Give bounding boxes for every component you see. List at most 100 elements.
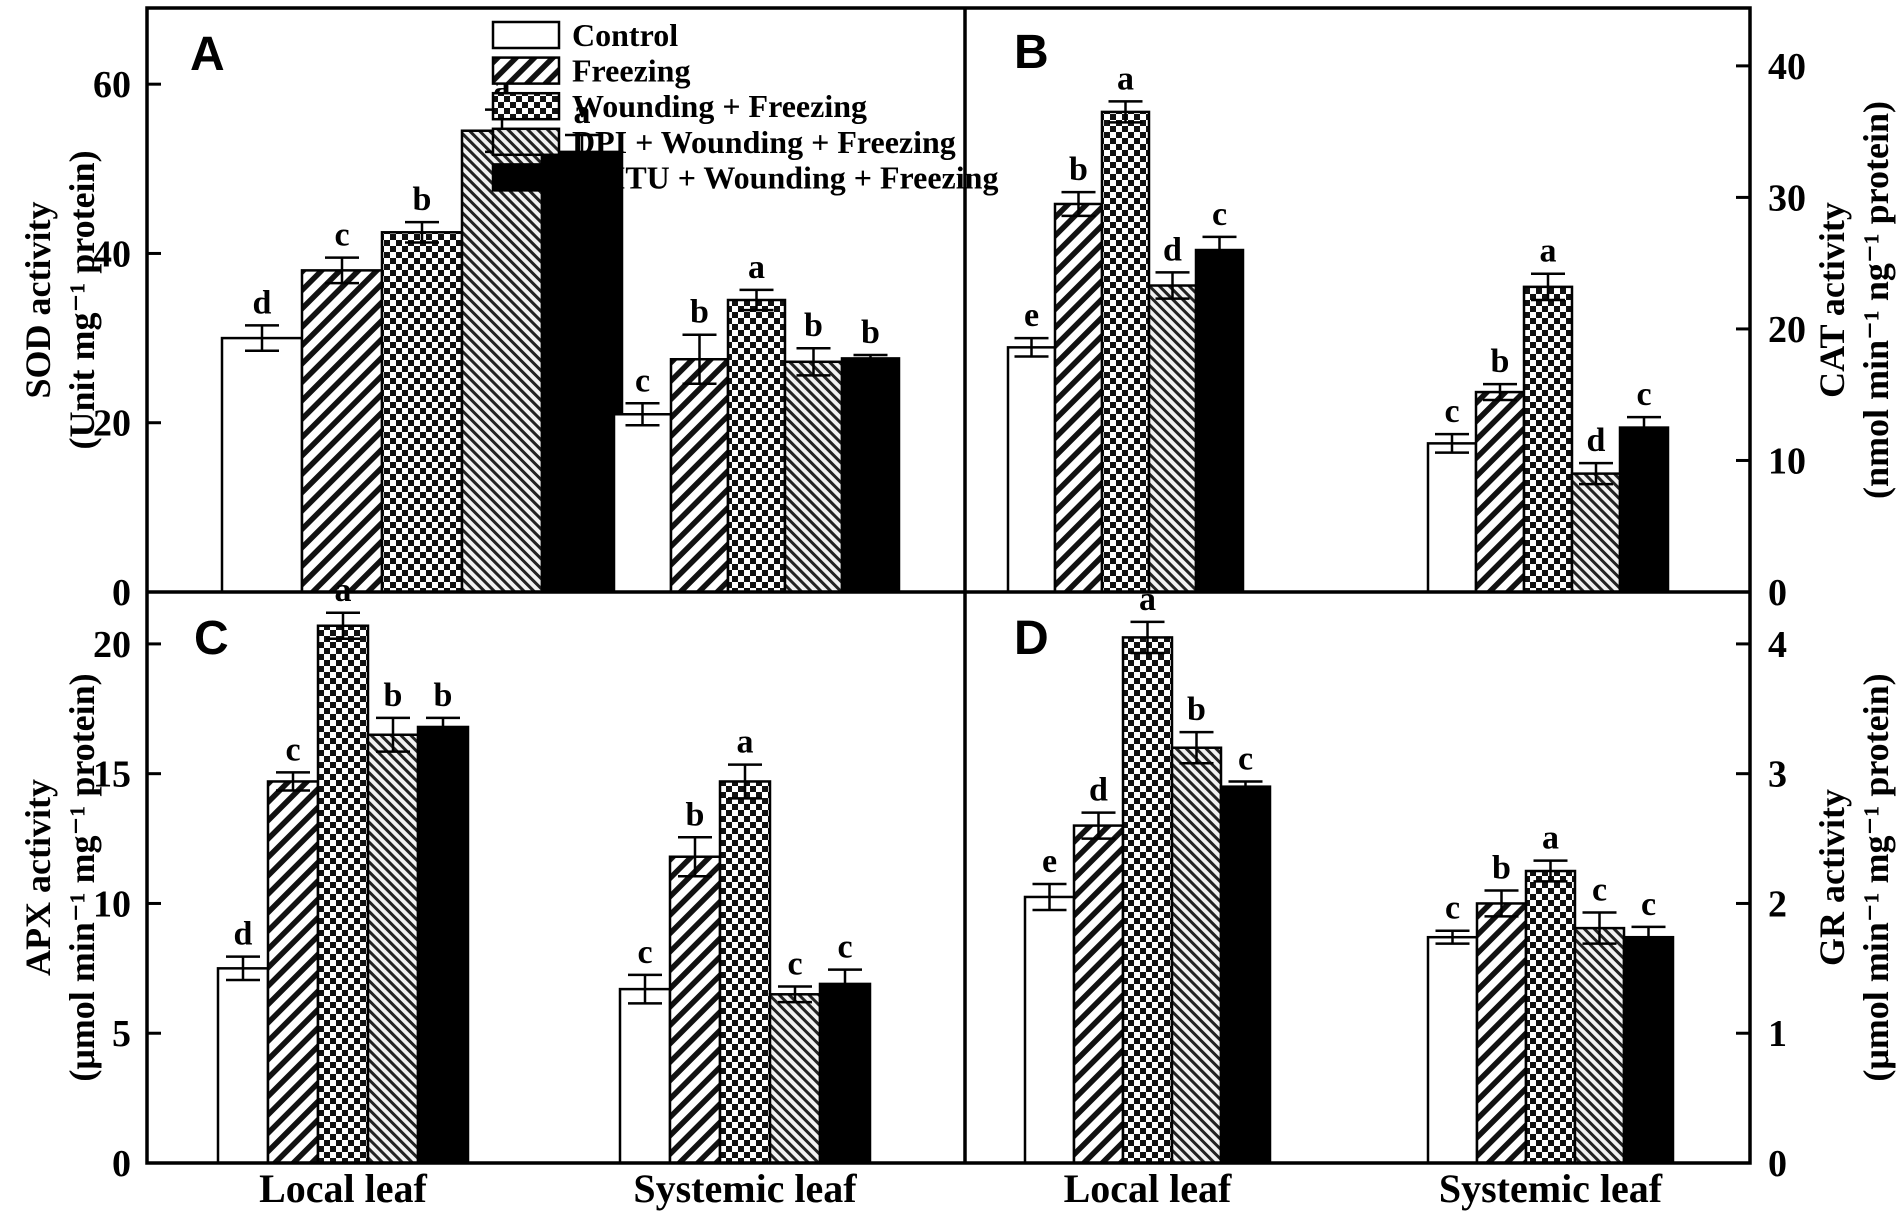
error-bar (1081, 811, 1116, 840)
error-bar (1582, 911, 1617, 945)
error-bar (426, 716, 460, 738)
bar-dmtu-local (1194, 248, 1245, 594)
significance-letter: d (1163, 231, 1182, 268)
significance-letter: c (1641, 886, 1656, 923)
significance-letter: c (1212, 196, 1227, 233)
error-bar (376, 716, 410, 753)
bar-dmtu-systemic (1618, 426, 1670, 594)
panel-letter: A (190, 28, 225, 81)
error-bar (326, 611, 360, 640)
error-bar (1631, 925, 1666, 949)
bar-dpi-local (1170, 746, 1223, 1165)
error-bar (1179, 730, 1214, 765)
plot-frame (145, 6, 1752, 1165)
significance-letter: a (1540, 233, 1557, 270)
error-bar (1435, 432, 1469, 454)
significance-letter: c (787, 946, 802, 983)
significance-letter: e (1024, 297, 1039, 334)
y-tick-label: 0 (1768, 1143, 1787, 1185)
significance-letter: b (384, 677, 403, 714)
error-bar (682, 333, 717, 386)
error-bar (1032, 882, 1067, 912)
bar-wounding-local (1121, 636, 1174, 1165)
significance-letter: d (1089, 772, 1108, 809)
error-bar (678, 836, 712, 878)
bar-dmtu-local (1219, 785, 1272, 1165)
significance-letter: b (804, 307, 823, 344)
axis-title-line: GR activity (1812, 789, 1852, 966)
y-tick-label: 20 (93, 624, 131, 666)
error-bar (405, 220, 439, 244)
error-bar (778, 985, 812, 1004)
significance-letter: c (635, 362, 650, 399)
bar-freezing-systemic (1474, 390, 1526, 594)
legend-swatch-control (491, 20, 561, 50)
bars-layer (216, 100, 1675, 1165)
y-tick-label: 5 (112, 1013, 131, 1055)
y-tick-label: 10 (93, 883, 131, 925)
bar-dmtu-local (416, 725, 470, 1165)
y-tick-label: 40 (1768, 46, 1806, 88)
bar-dmtu-systemic (1622, 935, 1675, 1165)
significance-letter: c (285, 731, 300, 768)
axes-layer (147, 64, 1750, 1165)
category-label: Local leaf (1064, 1166, 1232, 1211)
error-bar (1579, 461, 1613, 486)
bar-dmtu-local (540, 150, 624, 594)
bar-dmtu-systemic (818, 982, 872, 1165)
error-bar (1483, 382, 1517, 402)
significance-letter: c (1444, 393, 1459, 430)
significance-letter: c (334, 217, 349, 254)
bar-control-local (1023, 895, 1076, 1165)
bar-wounding-local (380, 231, 464, 594)
y-tick-label: 15 (93, 754, 131, 796)
bar-wounding-systemic (726, 298, 787, 594)
significance-letter: b (690, 294, 709, 331)
error-bar (276, 771, 310, 792)
significance-letter: b (1491, 343, 1510, 380)
bar-control-local (1006, 346, 1057, 594)
error-bar (796, 346, 831, 377)
category-label: Systemic leaf (1439, 1166, 1663, 1211)
significance-letter: c (1592, 872, 1607, 909)
significance-letter: b (686, 796, 705, 833)
bar-freezing-systemic (1475, 902, 1528, 1165)
axis-title-line: (μmol min⁻¹ mg⁻¹ protein) (1856, 673, 1896, 1081)
bar-freezing-local (1053, 202, 1104, 594)
error-bar (728, 763, 762, 800)
y-tick-label: 60 (93, 64, 131, 106)
legend-label: Freezing (572, 53, 690, 89)
error-bar (1484, 889, 1519, 918)
bar-dpi-local (460, 129, 544, 594)
bar-wounding-local (316, 624, 370, 1165)
frame-layer (145, 6, 1752, 1165)
category-label: Systemic leaf (633, 1166, 857, 1211)
panel-letter: C (194, 612, 229, 665)
bar-freezing-local (300, 269, 384, 594)
bar-control-local (216, 967, 270, 1165)
error-bar (1014, 336, 1049, 358)
error-bar (245, 324, 279, 353)
significance-letter: e (1042, 843, 1057, 880)
significance-letter: d (234, 916, 253, 953)
bar-wounding-local (1100, 110, 1151, 594)
bar-dpi-systemic (1570, 472, 1622, 594)
bar-control-systemic (612, 413, 673, 594)
significance-letter: b (413, 181, 432, 218)
significance-letter: a (1542, 820, 1559, 857)
bar-freezing-local (266, 780, 320, 1165)
significance-letter: c (1636, 376, 1651, 413)
y-tick-label: 0 (1768, 572, 1787, 614)
bar-dpi-local (1147, 284, 1198, 594)
y-tick-label: 2 (1768, 883, 1787, 925)
error-bar (1435, 929, 1470, 945)
error-bar (1108, 100, 1143, 124)
bar-dpi-systemic (768, 993, 822, 1165)
significance-letter: a (335, 572, 352, 609)
legend-swatch-dpi (491, 127, 561, 157)
error-bar (1627, 415, 1661, 440)
significance-letter: b (1069, 151, 1088, 188)
error-bar (828, 968, 862, 1000)
error-bar (1531, 272, 1565, 302)
